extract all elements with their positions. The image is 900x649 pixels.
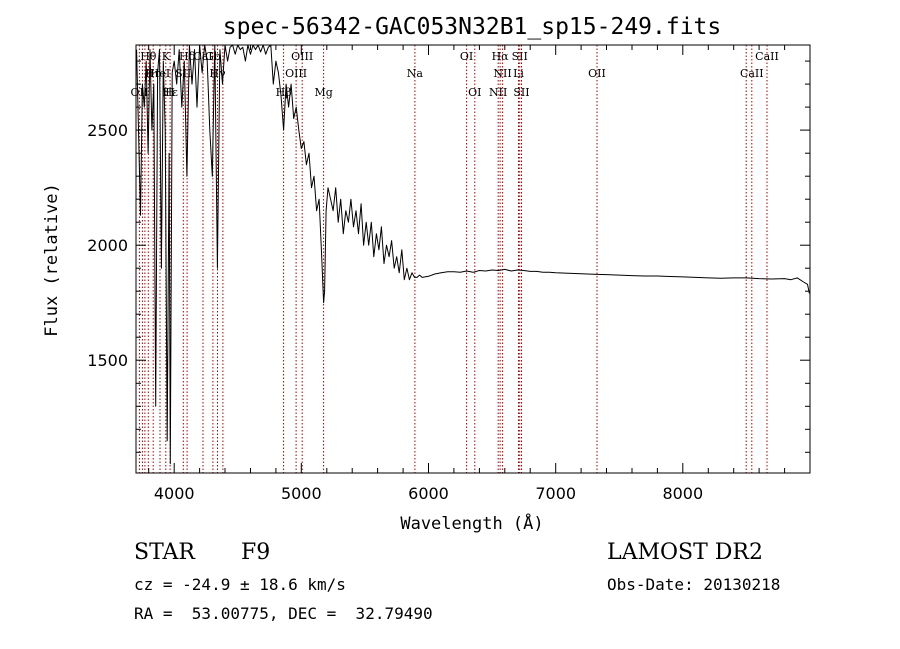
line-label-11: HeI bbox=[150, 67, 170, 80]
coords-text: RA = 53.00775, DEC = 32.79490 bbox=[134, 604, 433, 623]
line-label-25: OI bbox=[468, 86, 481, 99]
x-tick-label-4: 8000 bbox=[662, 484, 703, 503]
y-axis-label: Flux (relative) bbox=[42, 183, 62, 337]
line-label-20: OII bbox=[131, 86, 149, 99]
y-axis: 1500 2000 2500 bbox=[87, 60, 810, 453]
line-label-18: OII bbox=[588, 67, 606, 80]
obs-date-text: Obs-Date: 20130218 bbox=[607, 575, 781, 594]
x-tick-label-0: 4000 bbox=[154, 484, 195, 503]
x-tick-label-2: 6000 bbox=[408, 484, 449, 503]
survey-label: LAMOST DR2 bbox=[607, 540, 763, 565]
y-tick-label-0: 1500 bbox=[87, 351, 128, 370]
y-tick-label-2: 2500 bbox=[87, 121, 128, 140]
line-label-8: SII bbox=[512, 50, 528, 63]
redshift-text: cz = -24.9 ± 18.6 km/s bbox=[134, 575, 346, 594]
x-axis-label: Wavelength (Å) bbox=[400, 512, 543, 534]
y-tick-label-1: 2000 bbox=[87, 236, 128, 255]
line-label-26: NII bbox=[489, 86, 507, 99]
line-label-2: Hδ bbox=[179, 50, 196, 63]
line-label-3: CaI bbox=[193, 50, 212, 63]
spectrum-line bbox=[136, 44, 810, 465]
line-label-0: Hθ bbox=[140, 50, 157, 63]
line-label-24: Mg bbox=[314, 86, 332, 99]
line-label-23: Hβ bbox=[276, 86, 292, 99]
line-label-5: OIII bbox=[291, 50, 313, 63]
x-tick-label-1: 5000 bbox=[281, 484, 322, 503]
line-label-1: K bbox=[162, 50, 171, 63]
plot-frame bbox=[135, 44, 811, 474]
chart-title: spec-56342-GAC053N32B1_sp15-249.fits bbox=[223, 14, 722, 40]
line-label-22: H bbox=[165, 86, 175, 99]
line-label-9: CaII bbox=[755, 50, 779, 63]
line-label-7: Hα bbox=[492, 50, 510, 63]
line-label-12: SII bbox=[175, 67, 191, 80]
x-tick-label-3: 7000 bbox=[535, 484, 576, 503]
object-class: STAR bbox=[134, 540, 195, 565]
line-markers bbox=[138, 45, 768, 473]
line-label-6: OI bbox=[460, 50, 473, 63]
line-label-10: Hη bbox=[145, 67, 161, 80]
line-label-16: NII bbox=[493, 67, 511, 80]
x-axis: 4000 5000 6000 7000 8000 bbox=[148, 45, 786, 503]
line-label-15: Na bbox=[407, 67, 424, 80]
line-label-27: SII bbox=[513, 86, 529, 99]
line-label-14: OIII bbox=[285, 67, 307, 80]
line-label-21: Hε bbox=[163, 86, 179, 99]
line-label-17: Li bbox=[513, 67, 524, 80]
line-label-4: Gb bbox=[205, 50, 221, 63]
line-label-13: Hγ bbox=[209, 67, 226, 80]
object-subclass: F9 bbox=[241, 540, 271, 565]
spectrum-series bbox=[136, 44, 810, 465]
line-label-19: CaII bbox=[740, 67, 764, 80]
